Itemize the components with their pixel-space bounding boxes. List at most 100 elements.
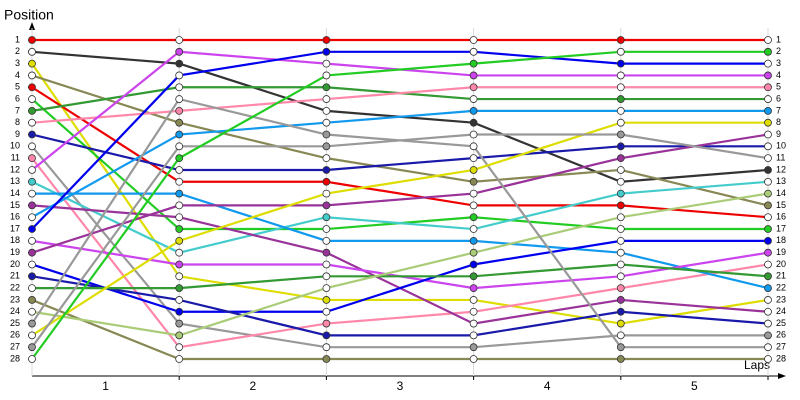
driver-line: [31, 298, 768, 361]
position-marker: [764, 213, 772, 222]
y-tick-label: 28: [10, 353, 20, 363]
y-tick-label: 13: [10, 176, 20, 186]
driver-line: [31, 109, 768, 219]
position-marker: [764, 307, 772, 316]
position-marker: [175, 177, 184, 186]
position-marker: [322, 284, 331, 293]
position-marker: [469, 47, 478, 56]
position-marker: [28, 36, 36, 44]
x-tick-label: 3: [397, 379, 404, 393]
position-marker: [28, 284, 36, 293]
position-marker: [175, 36, 184, 44]
position-marker: [322, 118, 331, 127]
position-marker: [175, 59, 184, 68]
position-marker: [616, 142, 625, 151]
position-marker: [616, 296, 625, 304]
y-tick-label-right: 13: [776, 176, 786, 186]
position-marker: [616, 272, 625, 281]
position-marker: [616, 71, 625, 80]
y-tick-label: 22: [10, 282, 20, 292]
position-marker: [28, 47, 36, 56]
position-marker: [28, 272, 36, 281]
position-marker: [469, 177, 478, 186]
position-marker: [175, 307, 184, 316]
position-marker: [616, 130, 625, 139]
position-marker: [469, 83, 478, 92]
y-tick-label-right: 25: [776, 318, 786, 328]
driver-line: [31, 145, 768, 349]
position-marker: [175, 83, 184, 92]
y-tick-label-right: 26: [776, 330, 786, 340]
position-marker: [322, 71, 331, 80]
driver-line: [31, 133, 768, 172]
position-marker: [322, 201, 331, 210]
position-marker: [322, 106, 331, 115]
position-marker: [322, 355, 331, 363]
y-tick-label-right: 9: [776, 129, 781, 139]
y-tick-label: 3: [15, 58, 20, 68]
y-tick-label-right: 3: [776, 58, 781, 68]
y-tick-label-right: 2: [776, 46, 781, 56]
position-marker: [175, 166, 184, 174]
position-marker: [175, 106, 184, 115]
position-marker: [469, 154, 478, 163]
position-marker: [322, 213, 331, 222]
driver-line: [31, 86, 769, 219]
y-tick-label: 6: [15, 93, 20, 103]
position-marker: [322, 225, 331, 233]
position-marker: [175, 189, 184, 198]
position-marker: [28, 83, 36, 92]
position-marker: [28, 355, 36, 363]
position-marker: [616, 213, 625, 222]
y-axis-label: Position: [4, 7, 54, 23]
y-tick-label-right: 28: [776, 353, 786, 363]
position-marker: [469, 71, 478, 80]
position-marker: [322, 331, 331, 340]
y-tick-label-right: 8: [776, 117, 781, 127]
x-tick-label: 2: [249, 379, 256, 393]
position-marker: [764, 189, 772, 198]
y-tick-label: 2: [15, 46, 20, 56]
position-marker: [764, 130, 772, 139]
position-marker: [322, 83, 331, 92]
position-marker: [764, 83, 772, 92]
position-marker: [28, 307, 36, 316]
position-marker: [764, 118, 772, 127]
position-marker: [616, 307, 625, 316]
position-marker: [322, 307, 331, 316]
position-marker: [469, 319, 478, 328]
position-marker: [616, 319, 625, 328]
x-tick-label: 4: [544, 379, 551, 393]
position-marker: [616, 236, 625, 245]
y-tick-label-right: 1: [776, 34, 781, 44]
position-marker: [469, 331, 478, 340]
position-marker: [469, 236, 478, 245]
x-axis-arrow: [778, 373, 786, 379]
y-tick-label-right: 15: [776, 200, 786, 210]
position-marker: [28, 130, 36, 139]
position-marker: [469, 118, 478, 127]
y-tick-label: 18: [10, 235, 20, 245]
position-marker: [764, 106, 772, 115]
position-marker: [764, 355, 772, 363]
y-tick-label-right: 10: [776, 141, 786, 151]
y-tick-label-right: 22: [776, 282, 786, 292]
position-marker: [322, 248, 331, 257]
position-marker: [469, 355, 478, 363]
position-marker: [322, 319, 331, 328]
position-marker: [469, 130, 478, 139]
position-marker: [322, 36, 331, 44]
position-marker: [616, 154, 625, 163]
position-marker: [764, 59, 772, 68]
position-marker: [764, 95, 772, 103]
position-marker: [764, 260, 772, 269]
y-tick-label: 1: [15, 34, 20, 44]
position-marker: [616, 95, 625, 103]
position-marker: [175, 71, 184, 80]
y-tick-label: 23: [10, 294, 20, 304]
y-tick-label-right: 19: [776, 247, 786, 257]
position-marker: [616, 260, 625, 269]
y-tick-label: 26: [10, 330, 20, 340]
driver-line: [31, 86, 768, 124]
driver-line: [31, 275, 769, 337]
